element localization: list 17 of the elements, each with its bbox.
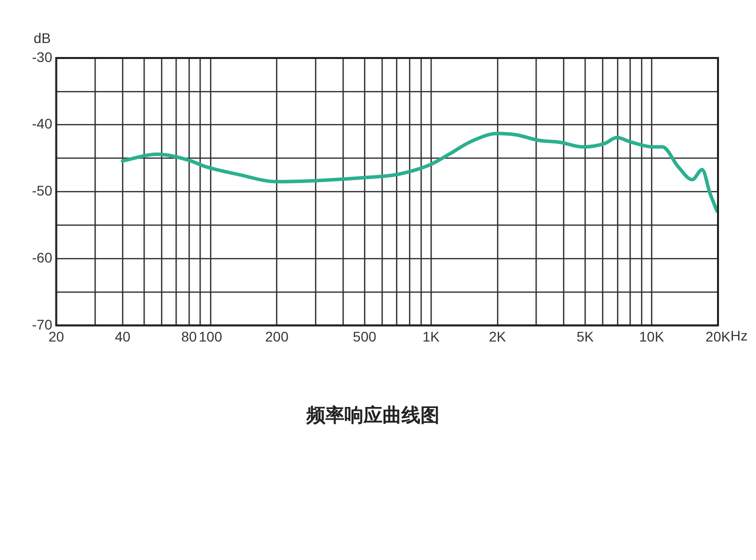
y-tick-label: -40 xyxy=(32,116,52,132)
x-tick-label: 100 xyxy=(198,328,222,345)
x-axis-title: Hz xyxy=(730,327,748,344)
x-tick-label: 1K xyxy=(422,328,440,345)
x-tick-label: 40 xyxy=(114,328,131,345)
x-tick-label: 20K xyxy=(706,328,732,345)
text: 频率响应曲线图 xyxy=(306,404,440,427)
y-tick-label: -60 xyxy=(32,249,52,266)
x-tick-label: 500 xyxy=(352,328,376,345)
y-tick-label: -30 xyxy=(32,48,52,65)
y-tick-label: -50 xyxy=(32,182,52,199)
x-tick-label: 80 xyxy=(181,328,198,345)
x-tick-label: 10K xyxy=(639,328,665,345)
x-tick-label: 5K xyxy=(576,328,594,345)
x-tick-label: 200 xyxy=(265,328,289,345)
x-tick-label: 2K xyxy=(488,328,507,345)
y-axis-title: dB xyxy=(34,30,51,46)
